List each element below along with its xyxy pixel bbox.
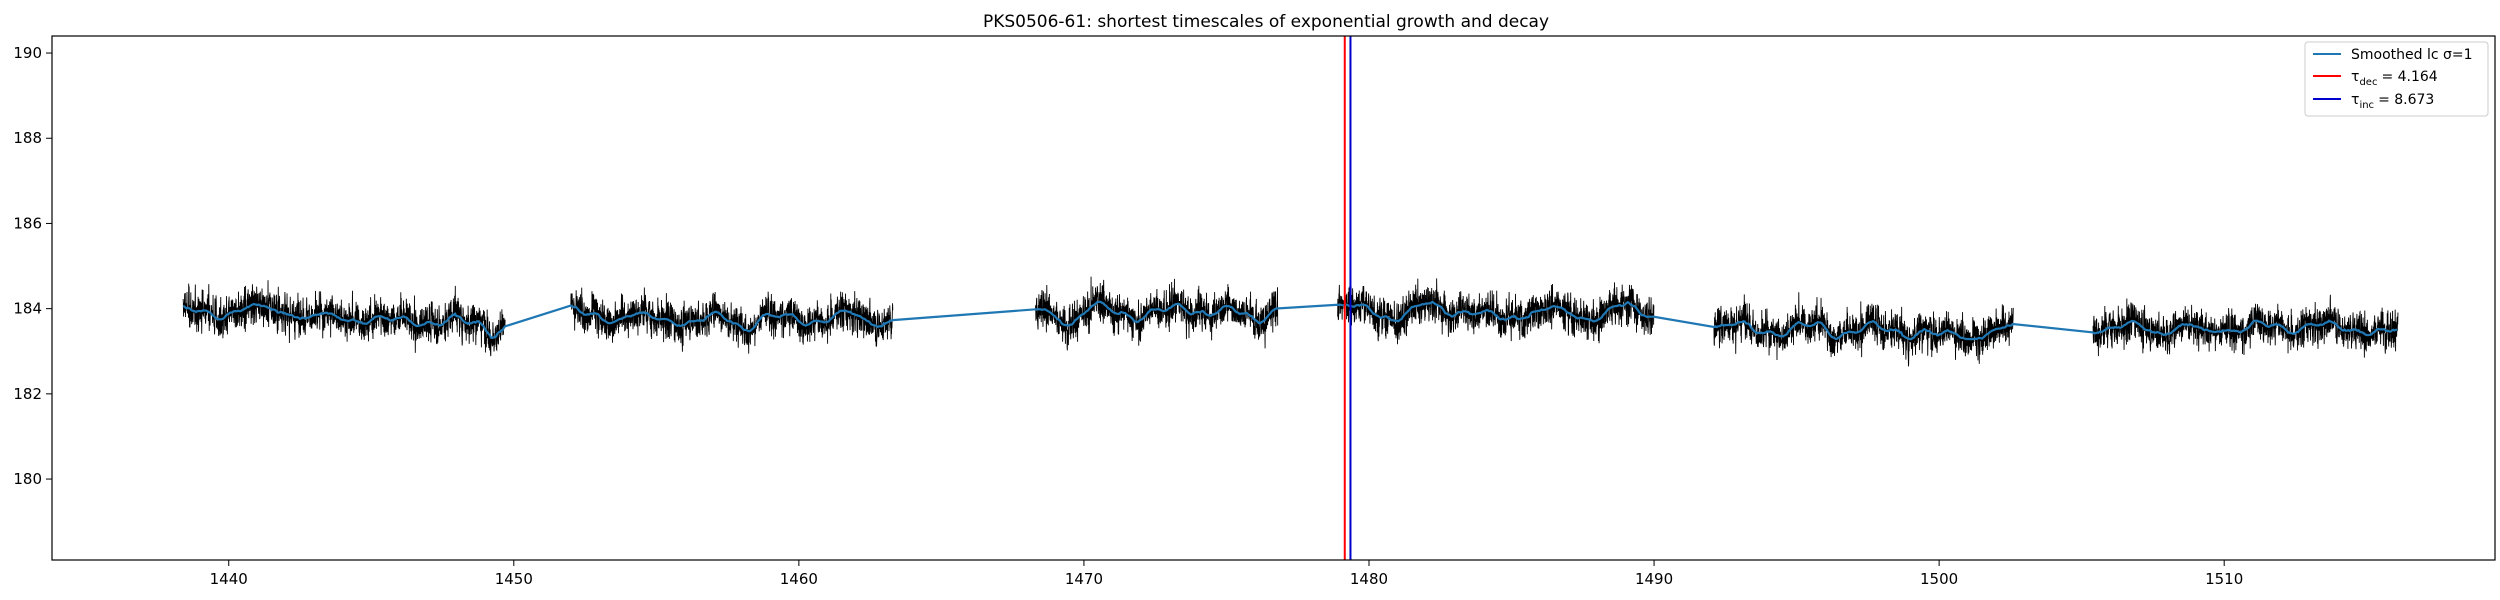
raw-light-curve (182, 276, 2399, 367)
y-tick-label-180: 180 (13, 470, 42, 488)
y-tick-label-190: 190 (13, 44, 42, 62)
plot-area (182, 36, 2399, 560)
legend: Smoothed lc σ=1 τdec = 4.164 τinc = 8.673 (2304, 41, 2489, 117)
chart-title: PKS0506-61: shortest timescales of expon… (983, 12, 1549, 32)
raw-segment-2 (570, 287, 894, 354)
raw-segment-6 (2092, 294, 2399, 358)
tau-dec-symbol: τ (2351, 69, 2359, 85)
raw-segment-1 (182, 280, 506, 357)
x-tick-label-1500: 1500 (1920, 570, 1958, 588)
legend-entry-tau-inc: τinc = 8.673 (2351, 92, 2434, 111)
y-tick-label-182: 182 (13, 385, 42, 403)
x-tick-label-1460: 1460 (780, 570, 818, 588)
y-tick-label-188: 188 (13, 129, 42, 147)
smoothed-line (182, 300, 2398, 341)
legend-entry-smoothed: Smoothed lc σ=1 (2351, 47, 2473, 63)
x-tick-label-1490: 1490 (1635, 570, 1673, 588)
tau-dec-subscript: dec (2359, 77, 2377, 88)
tau-inc-value: = 8.673 (2378, 92, 2434, 108)
y-tick-label-184: 184 (13, 300, 42, 318)
y-tick-label-186: 186 (13, 214, 42, 232)
plot-frame (51, 35, 2496, 561)
x-tick-label-1450: 1450 (495, 570, 533, 588)
x-axis: 1440 1450 1460 1470 1480 1490 1500 1510 (210, 560, 2243, 588)
legend-box (2304, 41, 2489, 117)
tau-inc-symbol: τ (2351, 92, 2359, 108)
timescale-lines (1343, 36, 1352, 560)
raw-segment-5 (1713, 292, 2014, 367)
tau-inc-subscript: inc (2359, 100, 2374, 111)
x-tick-label-1470: 1470 (1065, 570, 1103, 588)
y-axis: 180 182 184 186 188 190 (13, 44, 52, 488)
legend-entry-tau-dec: τdec = 4.164 (2351, 69, 2438, 88)
x-tick-label-1480: 1480 (1350, 570, 1388, 588)
raw-segment-3 (1035, 276, 1279, 351)
x-tick-label-1510: 1510 (2205, 570, 2243, 588)
x-tick-label-1440: 1440 (210, 570, 248, 588)
smoothed-light-curve (182, 300, 2398, 341)
tau-dec-value: = 4.164 (2381, 69, 2437, 85)
